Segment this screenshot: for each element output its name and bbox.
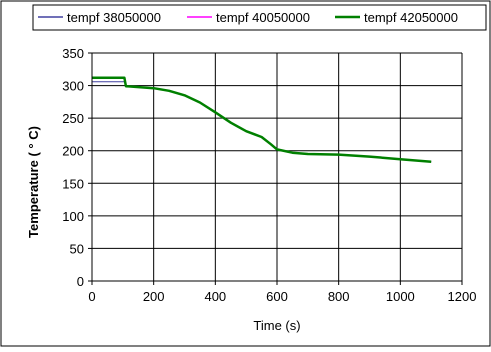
legend-label-3: tempf 42050000 (364, 10, 458, 25)
x-tick-label: 200 (143, 289, 165, 304)
y-tick-label: 200 (62, 144, 84, 159)
x-tick-label: 1200 (448, 289, 477, 304)
y-tick-label: 250 (62, 111, 84, 126)
axes: 0 50 100 150 200 250 300 350 0 200 400 600 800 1000 12… (62, 46, 476, 304)
y-tick-label: 0 (77, 274, 84, 289)
x-axis-label: Time (s) (253, 318, 300, 333)
series-line-3 (92, 76, 432, 164)
y-tick-label: 50 (70, 241, 84, 256)
series-layer (92, 76, 432, 164)
gridlines (92, 52, 463, 281)
x-tick-label: 600 (266, 289, 288, 304)
y-tick-label: 150 (62, 176, 84, 191)
y-axis-label: Temperature ( ° C) (26, 126, 41, 238)
legend: tempf 38050000 tempf 40050000 tempf 420500… (38, 10, 458, 25)
legend-label-1: tempf 38050000 (67, 10, 161, 25)
legend-box (32, 4, 487, 31)
y-tick-label: 100 (62, 209, 84, 224)
x-tick-label: 1000 (386, 289, 415, 304)
y-tick-label: 300 (62, 79, 84, 94)
legend-label-2: tempf 40050000 (216, 10, 310, 25)
x-tick-label: 800 (328, 289, 350, 304)
x-tick-label: 400 (204, 289, 226, 304)
y-tick-label: 350 (62, 46, 84, 61)
x-tick-label: 0 (88, 289, 95, 304)
